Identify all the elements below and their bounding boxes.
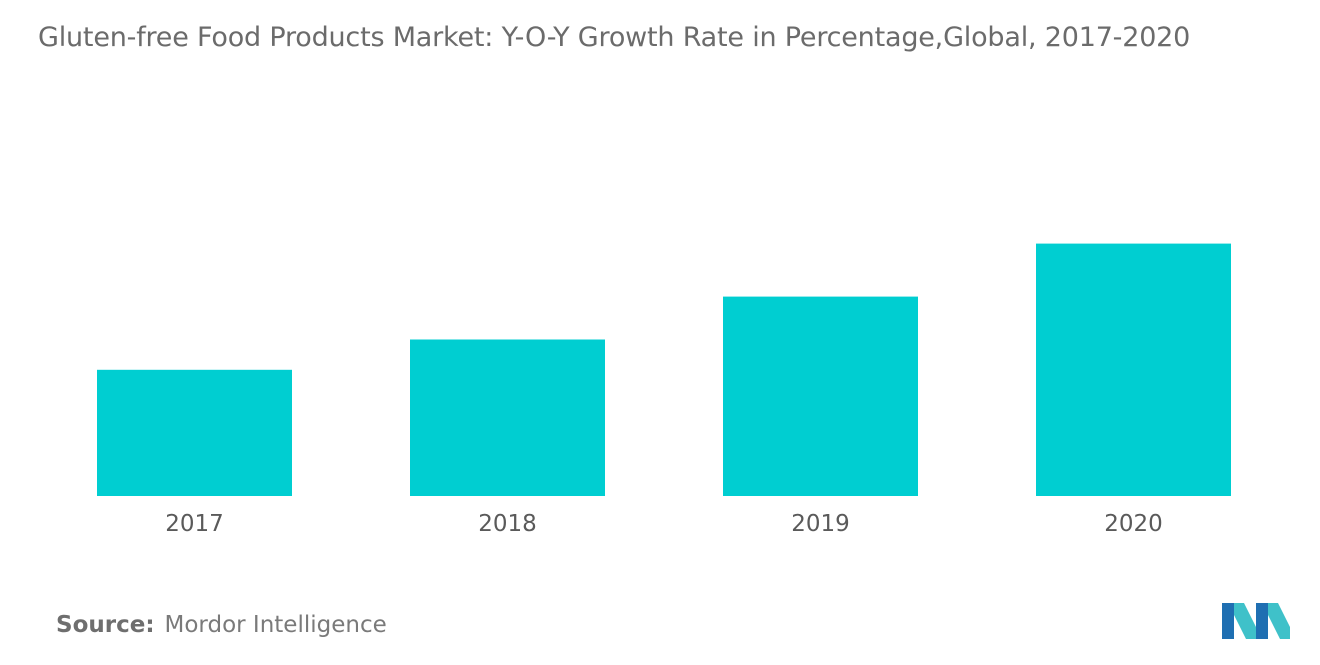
x-tick-labels: 2017 2018 2019 2020 xyxy=(165,511,1163,537)
x-tick-label-2018: 2018 xyxy=(478,511,537,537)
source-text: Mordor Intelligence xyxy=(164,612,387,638)
logo-shape-1 xyxy=(1222,603,1234,639)
x-tick-label-2019: 2019 xyxy=(791,511,850,537)
bar-chart: 2017 2018 2019 2020 xyxy=(97,243,1231,537)
source-note: Source: Mordor Intelligence xyxy=(56,612,387,638)
bar-2018 xyxy=(410,339,605,496)
bar-2019 xyxy=(723,296,918,496)
bar-2020 xyxy=(1036,243,1231,496)
logo-shape-4 xyxy=(1268,603,1290,639)
bar-2017 xyxy=(97,369,292,496)
x-tick-label-2017: 2017 xyxy=(165,511,224,537)
x-tick-label-2020: 2020 xyxy=(1104,511,1163,537)
logo-shape-2 xyxy=(1234,603,1256,639)
chart-title: Gluten-free Food Products Market: Y-O-Y … xyxy=(38,22,1191,53)
logo-shape-3 xyxy=(1256,603,1268,639)
bars-group xyxy=(97,243,1231,496)
source-label: Source: xyxy=(56,612,155,638)
mordor-intelligence-logo-icon xyxy=(1222,603,1290,639)
